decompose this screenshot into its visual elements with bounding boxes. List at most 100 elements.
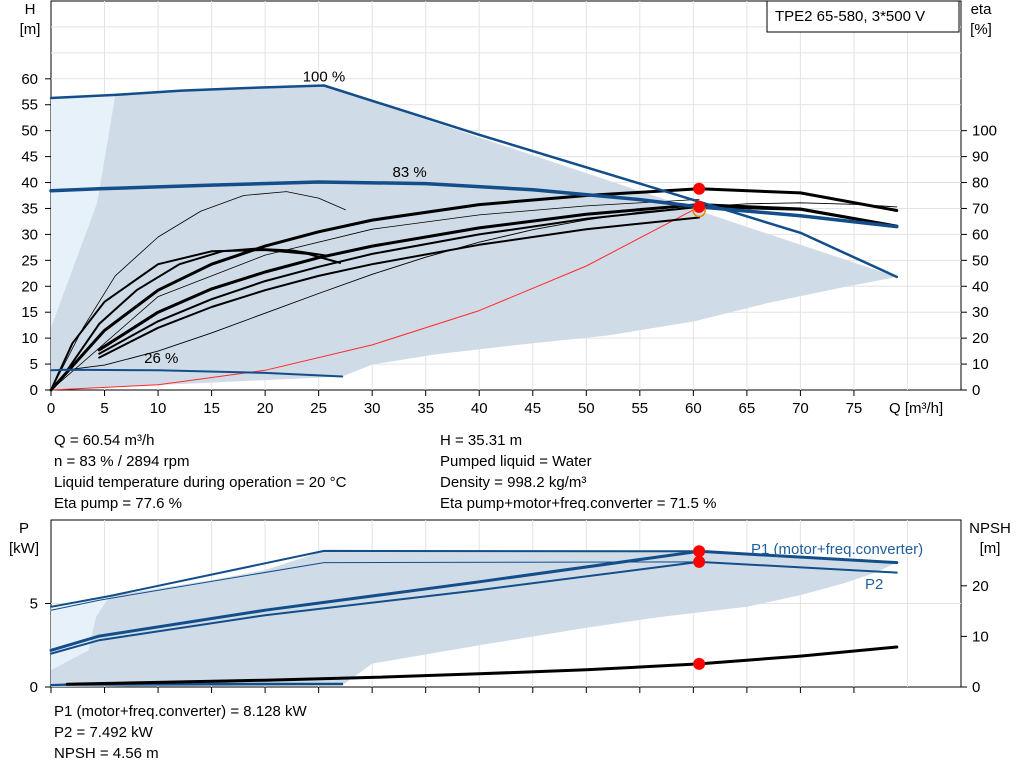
operating-head-curve <box>66 202 898 371</box>
x-tick-label: 5 <box>100 400 108 417</box>
operating-info-right: H = 35.31 m Pumped liquid = Water Densit… <box>440 430 716 514</box>
h-tick-label: 55 <box>21 97 38 114</box>
h-tick-label: 35 <box>21 200 38 217</box>
eta-tick-label: 20 <box>972 330 989 347</box>
head-y-label-h: H <box>25 1 36 18</box>
operating-point-eta <box>693 182 706 195</box>
title-box <box>766 0 960 33</box>
eta-curve <box>49 187 899 392</box>
power-y-label-p: P <box>19 520 29 537</box>
x-tick-label: 40 <box>471 400 488 417</box>
eta-curve <box>97 203 899 352</box>
eta-tick-label: 10 <box>972 356 989 373</box>
chart-title: TPE2 65-580, 3*500 V <box>775 8 925 25</box>
x-tick-label: 50 <box>578 400 595 417</box>
eta-thin-curve <box>50 191 346 391</box>
x-tick-label: 30 <box>364 400 381 417</box>
p1-value: P1 (motor+freq.converter) = 8.128 kW <box>54 703 307 720</box>
h-tick-label: 0 <box>30 382 38 399</box>
x-tick-label: 70 <box>792 400 809 417</box>
npsh-value: NPSH = 4.56 m <box>54 745 159 762</box>
pumped-liquid-value: Pumped liquid = Water <box>440 453 592 470</box>
operating-point-p1 <box>693 545 706 558</box>
h-tick-label: 5 <box>30 356 38 373</box>
head-curve-label: 26 % <box>144 350 178 367</box>
power-y-label-unit: [kW] <box>9 540 39 557</box>
operating-point-npsh <box>693 657 706 670</box>
h-tick-label: 30 <box>21 226 38 243</box>
h-tick-label: 60 <box>21 71 38 88</box>
power-info: P1 (motor+freq.converter) = 8.128 kW P2 … <box>54 701 307 764</box>
flow-value: Q = 60.54 m³/h <box>54 432 155 449</box>
npsh-tick-label: 10 <box>972 628 989 645</box>
npsh-curve <box>65 645 899 686</box>
head-curve-label: 83 % <box>393 164 427 181</box>
x-tick-label: 10 <box>150 400 167 417</box>
eta-pump-value: Eta pump = 77.6 % <box>54 495 182 512</box>
eta-tick-label: 100 <box>972 123 997 140</box>
x-tick-label: 25 <box>310 400 327 417</box>
h-tick-label: 40 <box>21 175 38 192</box>
eta-curve <box>98 216 701 359</box>
operating-info-left: Q = 60.54 m³/h n = 83 % / 2894 rpm Liqui… <box>54 430 346 514</box>
head-y-label-unit: [m] <box>20 21 41 38</box>
p2-value: P2 = 7.492 kW <box>54 724 153 741</box>
head-value: H = 35.31 m <box>440 432 523 449</box>
p2-curve <box>50 560 898 655</box>
x-tick-label: 65 <box>739 400 756 417</box>
speed-value: n = 83 % / 2894 rpm <box>54 453 190 470</box>
eta-tick-label: 90 <box>972 149 989 166</box>
h-tick-label: 15 <box>21 304 38 321</box>
p-tick-label: 5 <box>30 596 38 613</box>
npsh-y-label: NPSH <box>969 520 1011 537</box>
operating-point-p2 <box>693 555 706 568</box>
npsh-tick-label: 20 <box>972 578 989 595</box>
power-envelope-area <box>51 550 897 687</box>
head-curve <box>49 180 899 229</box>
operating-point-head <box>693 200 706 213</box>
eta-tick-label: 80 <box>972 175 989 192</box>
head-curve-label: 100 % <box>303 68 346 85</box>
x-tick-label: 75 <box>846 400 863 417</box>
eta-curve <box>66 247 329 372</box>
x-tick-label: 55 <box>631 400 648 417</box>
x-tick-label: 20 <box>257 400 274 417</box>
h-tick-label: 20 <box>21 278 38 295</box>
eta-total-value: Eta pump+motor+freq.converter = 71.5 % <box>440 495 717 512</box>
head-curve <box>49 84 899 279</box>
p2-curve-label: P2 <box>865 576 883 593</box>
x-tick-label: 15 <box>203 400 220 417</box>
p1-curve <box>49 549 899 652</box>
x-axis-label: Q [m³/h] <box>889 400 943 417</box>
p-tick-label: 0 <box>30 679 38 696</box>
eta-tick-label: 60 <box>972 226 989 243</box>
eta-y-label-unit: [%] <box>970 21 992 38</box>
h-tick-label: 25 <box>21 252 38 269</box>
x-tick-label: 35 <box>417 400 434 417</box>
p2-curve <box>50 683 344 687</box>
h-tick-label: 10 <box>21 330 38 347</box>
npsh-tick-label: 0 <box>972 679 980 696</box>
eta-tick-label: 50 <box>972 252 989 269</box>
eta-tick-label: 30 <box>972 304 989 321</box>
h-tick-label: 45 <box>21 149 38 166</box>
eta-curve <box>50 249 342 391</box>
density-value: Density = 998.2 kg/m³ <box>440 474 587 491</box>
eta-y-label: eta <box>971 1 993 18</box>
x-tick-label: 0 <box>47 400 55 417</box>
system-curve <box>50 206 700 391</box>
x-tick-label: 45 <box>524 400 541 417</box>
h-tick-label: 50 <box>21 123 38 140</box>
p1-curve-label: P1 (motor+freq.converter) <box>751 541 923 558</box>
eta-thin-curve <box>50 198 700 391</box>
head-curve <box>50 368 344 378</box>
eta-tick-label: 70 <box>972 200 989 217</box>
x-tick-label: 60 <box>685 400 702 417</box>
power-chart: 0 5 0 10 20 P [kW] NPSH [m] P1 (motor+freq.c… <box>9 519 1011 696</box>
eta-tick-label: 0 <box>972 382 980 399</box>
liquid-temperature-value: Liquid temperature during operation = 20… <box>54 474 347 491</box>
npsh-y-label-unit: [m] <box>980 540 1001 557</box>
eta-tick-label: 40 <box>972 278 989 295</box>
eta-curve <box>98 205 898 355</box>
